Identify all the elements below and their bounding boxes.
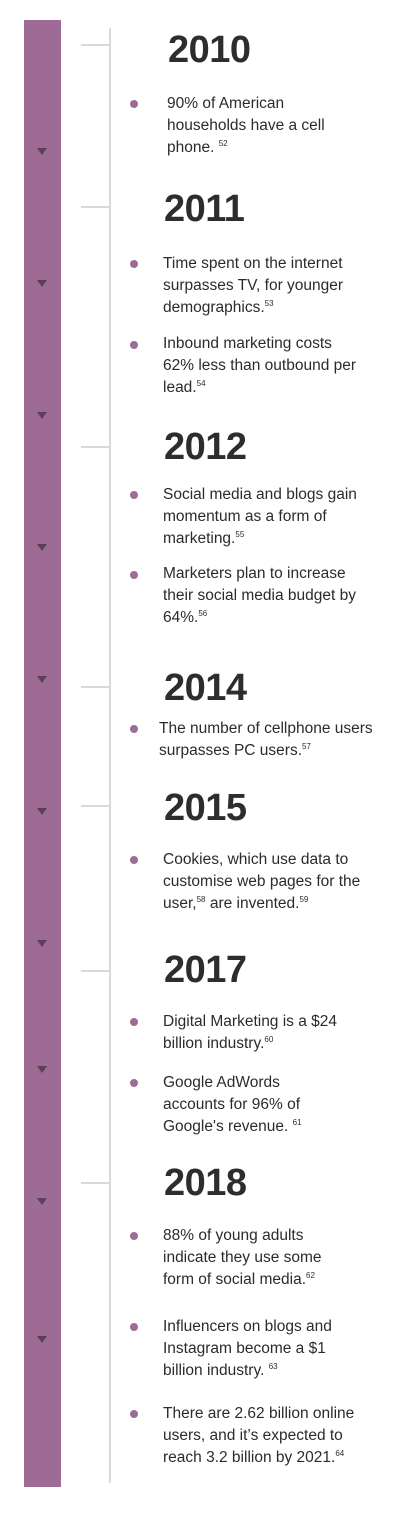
timeline-item: 90% of American households have a cell p…	[167, 95, 325, 156]
year-connector	[81, 686, 109, 688]
year-connector	[81, 44, 109, 46]
timeline-item: Digital Marketing is a $24 billion indus…	[163, 1013, 338, 1052]
timeline-item: Inbound marketing costs 62% less than ou…	[163, 335, 357, 396]
year-connector	[81, 805, 109, 807]
bullet-dot-icon	[130, 260, 138, 268]
timeline-item: 88% of young adults indicate they use so…	[163, 1227, 322, 1288]
bullet-dot-icon	[130, 725, 138, 733]
year-heading: 2012	[164, 426, 247, 468]
bullet-dot-icon	[130, 1018, 138, 1026]
year-heading: 2014	[164, 667, 247, 709]
year-connector	[81, 446, 109, 448]
bullet-dot-icon	[130, 1323, 138, 1331]
bullet-dot-icon	[130, 856, 138, 864]
triangle-down-icon	[37, 1198, 47, 1205]
year-connector	[81, 206, 109, 208]
timeline-item: There are 2.62 billion online users, and…	[163, 1405, 355, 1466]
timeline-item: Time spent on the internet surpasses TV,…	[163, 255, 344, 316]
triangle-down-icon	[37, 1336, 47, 1343]
timeline-connector-line	[109, 28, 111, 1483]
timeline-item: Marketers plan to increase their social …	[163, 565, 357, 626]
triangle-down-icon	[37, 148, 47, 155]
timeline-item: Influencers on blogs and Instagram becom…	[163, 1318, 332, 1379]
year-heading: 2011	[164, 188, 245, 230]
timeline-item: Google AdWords accounts for 96% of Googl…	[163, 1074, 302, 1135]
year-heading: 2018	[164, 1162, 247, 1204]
timeline-bar	[24, 20, 61, 1487]
triangle-down-icon	[37, 808, 47, 815]
timeline-item: Cookies, which use data to customise web…	[163, 851, 361, 912]
triangle-down-icon	[37, 940, 47, 947]
triangle-down-icon	[37, 1066, 47, 1073]
timeline-item: Social media and blogs gain momentum as …	[163, 486, 357, 547]
bullet-dot-icon	[130, 100, 138, 108]
bullet-dot-icon	[130, 491, 138, 499]
year-heading: 2010	[168, 29, 251, 71]
bullet-dot-icon	[130, 1079, 138, 1087]
triangle-down-icon	[37, 412, 47, 419]
bullet-dot-icon	[130, 341, 138, 349]
bullet-dot-icon	[130, 571, 138, 579]
triangle-down-icon	[37, 280, 47, 287]
bullet-dot-icon	[130, 1232, 138, 1240]
triangle-down-icon	[37, 544, 47, 551]
bullet-dot-icon	[130, 1410, 138, 1418]
year-connector	[81, 970, 109, 972]
triangle-down-icon	[37, 676, 47, 683]
timeline-item: The number of cellphone users surpasses …	[159, 720, 373, 759]
year-heading: 2017	[164, 949, 247, 991]
year-heading: 2015	[164, 787, 247, 829]
year-connector	[81, 1182, 109, 1184]
